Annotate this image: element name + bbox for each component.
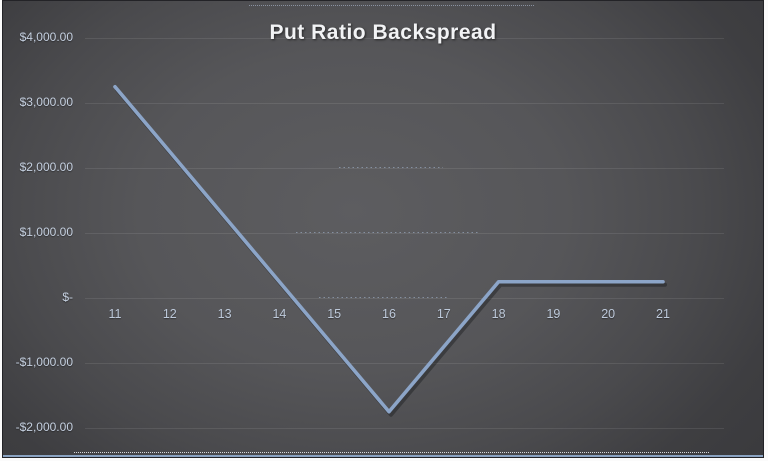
profit-line — [113, 84, 665, 414]
x-axis-tick-label: 20 — [601, 307, 616, 321]
y-axis-tick-label: $2,000.00 — [19, 160, 73, 174]
x-axis-tick-label: 17 — [436, 307, 451, 321]
profit-line-shadow — [115, 87, 667, 417]
x-axis-tick-label: 12 — [162, 307, 177, 321]
y-axis-tick-label: $3,000.00 — [19, 95, 73, 109]
x-axis-tick-label: 18 — [491, 307, 506, 321]
marquee-dotted-top — [249, 5, 534, 6]
x-axis-tick-label: 15 — [327, 307, 342, 321]
x-axis-tick-label: 21 — [656, 307, 670, 321]
profit-line-plot — [85, 38, 724, 429]
marquee-dotted-bottom — [74, 452, 709, 453]
y-axis-tick-label: $1,000.00 — [19, 225, 73, 239]
x-axis-tick-label: 14 — [272, 307, 287, 321]
y-axis-tick-label: $- — [62, 290, 73, 304]
chart-title: Put Ratio Backspread — [269, 21, 497, 44]
y-axis-tick-label: $4,000.00 — [19, 30, 73, 44]
x-axis-tick-label: 13 — [217, 307, 232, 321]
x-axis-tick-label: 11 — [108, 307, 122, 321]
x-axis-tick-label: 19 — [546, 307, 561, 321]
y-axis-tick-label: -$2,000.00 — [15, 420, 73, 434]
y-axis-tick-label: -$1,000.00 — [15, 355, 73, 369]
x-axis-tick-label: 16 — [382, 307, 396, 321]
bottom-accent-line — [3, 454, 763, 457]
